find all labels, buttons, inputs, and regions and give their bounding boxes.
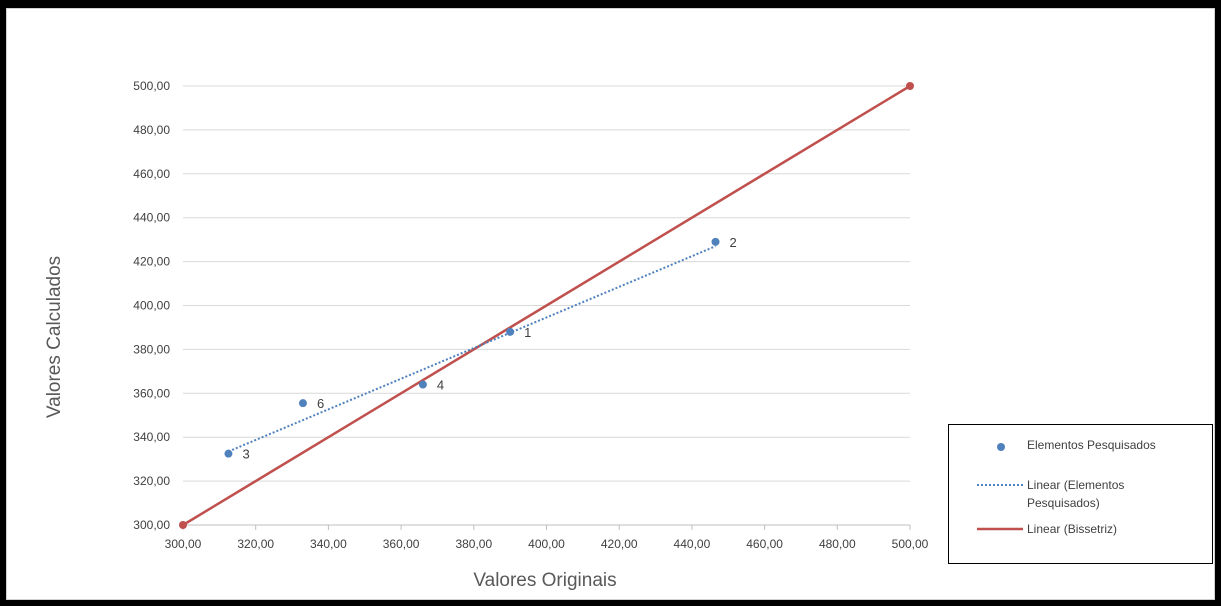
y-axis-title: Valores Calculados <box>44 256 65 418</box>
data-point <box>224 449 233 458</box>
x-tick-label: 400,00 <box>528 537 565 551</box>
data-point <box>506 327 515 336</box>
data-point-label: 1 <box>524 325 531 340</box>
x-tick-labels: 300,00 320,00 340,00 360,00 380,00 400,00 420,… <box>165 537 929 551</box>
bissetriz-endpoint <box>906 82 914 90</box>
legend: Elementos Pesquisados Linear (Elementos Pe… <box>948 424 1213 564</box>
gridlines <box>182 85 911 530</box>
y-tick-label: 340,00 <box>133 430 170 444</box>
x-tick-label: 460,00 <box>746 537 783 551</box>
data-point <box>298 399 307 408</box>
legend-marker <box>997 443 1005 451</box>
y-tick-label: 320,00 <box>133 474 170 488</box>
bissetriz-line <box>182 84 911 527</box>
legend-label: Linear (Elementos <box>1027 478 1124 492</box>
y-tick-label: 300,00 <box>133 518 170 532</box>
data-point <box>711 237 720 246</box>
y-tick-label: 460,00 <box>133 167 170 181</box>
legend-label: Linear (Bissetriz) <box>1027 522 1117 536</box>
x-tick-label: 420,00 <box>601 537 638 551</box>
legend-svg: Elementos Pesquisados Linear (Elementos Pe… <box>977 438 1156 536</box>
y-tick-label: 380,00 <box>133 342 170 356</box>
x-tick-label: 500,00 <box>892 537 929 551</box>
x-axis-title: Valores Originais <box>473 570 616 591</box>
y-tick-labels: 300,00 320,00 340,00 360,00 380,00 400,00 420,… <box>133 79 170 532</box>
y-tick-label: 400,00 <box>133 299 170 313</box>
x-tick-label: 480,00 <box>819 537 856 551</box>
x-tick-label: 440,00 <box>674 537 711 551</box>
x-tick-label: 380,00 <box>455 537 492 551</box>
y-tick-label: 500,00 <box>133 79 170 93</box>
x-tick-label: 340,00 <box>310 537 347 551</box>
x-tick-label: 360,00 <box>383 537 420 551</box>
data-point-label: 4 <box>437 378 444 393</box>
series-layer: 1 2 3 4 6 <box>179 82 914 529</box>
y-tick-label: 480,00 <box>133 123 170 137</box>
y-tick-label: 440,00 <box>133 211 170 225</box>
trendline <box>228 245 716 453</box>
bissetriz-endpoint <box>179 521 187 529</box>
data-point-label: 6 <box>317 396 324 411</box>
legend-label: Pesquisados) <box>1027 496 1100 510</box>
data-point <box>418 380 427 389</box>
x-tick-label: 300,00 <box>165 537 202 551</box>
y-tick-label: 420,00 <box>133 255 170 269</box>
x-tick-label: 320,00 <box>237 537 274 551</box>
y-tick-label: 360,00 <box>133 386 170 400</box>
data-point-label: 3 <box>242 447 249 462</box>
data-point-label: 2 <box>730 235 737 250</box>
legend-label: Elementos Pesquisados <box>1027 438 1156 452</box>
